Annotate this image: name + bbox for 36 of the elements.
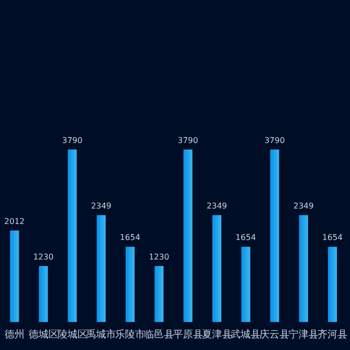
bar [68,150,77,322]
data-label: 2349 [206,202,228,211]
x-tick-label: 乐陵市 [115,328,146,340]
x-tick-label: 平原县 [172,330,203,340]
data-label: 3790 [178,136,198,146]
bar [126,246,135,322]
x-tick-label: 武城县 [230,328,261,340]
data-label: 1654 [120,233,140,242]
data-label: 1654 [236,233,256,242]
bar [241,246,250,322]
data-label: 3790 [264,136,285,146]
data-label: 2349 [91,202,112,211]
data-label: 3790 [62,136,82,146]
bar [299,215,308,322]
data-label: 2349 [293,202,314,211]
bar [154,266,164,322]
bar [10,230,19,322]
x-tick-label: 禹城市 [86,328,116,340]
x-tick-label: 夏津县 [202,328,232,340]
data-label: 1654 [322,233,343,242]
bar [328,246,337,322]
bar [96,215,106,322]
x-tick-label: 德城区 [28,328,58,340]
x-tick-label: 陵城区 [57,328,88,340]
bar [270,150,280,322]
x-tick-label: 庆云县 [260,328,290,340]
data-label: 2012 [4,216,25,226]
data-label: 1230 [148,252,170,262]
bar [212,215,222,322]
x-tick-label: 临邑县 [144,328,174,340]
bar [38,266,48,322]
data-label: 1230 [33,252,54,262]
x-tick-label: 宁津县 [288,328,319,340]
x-tick-label: 德州 [4,328,24,340]
bar [183,150,192,322]
x-tick-label: 齐河县 [317,328,348,340]
